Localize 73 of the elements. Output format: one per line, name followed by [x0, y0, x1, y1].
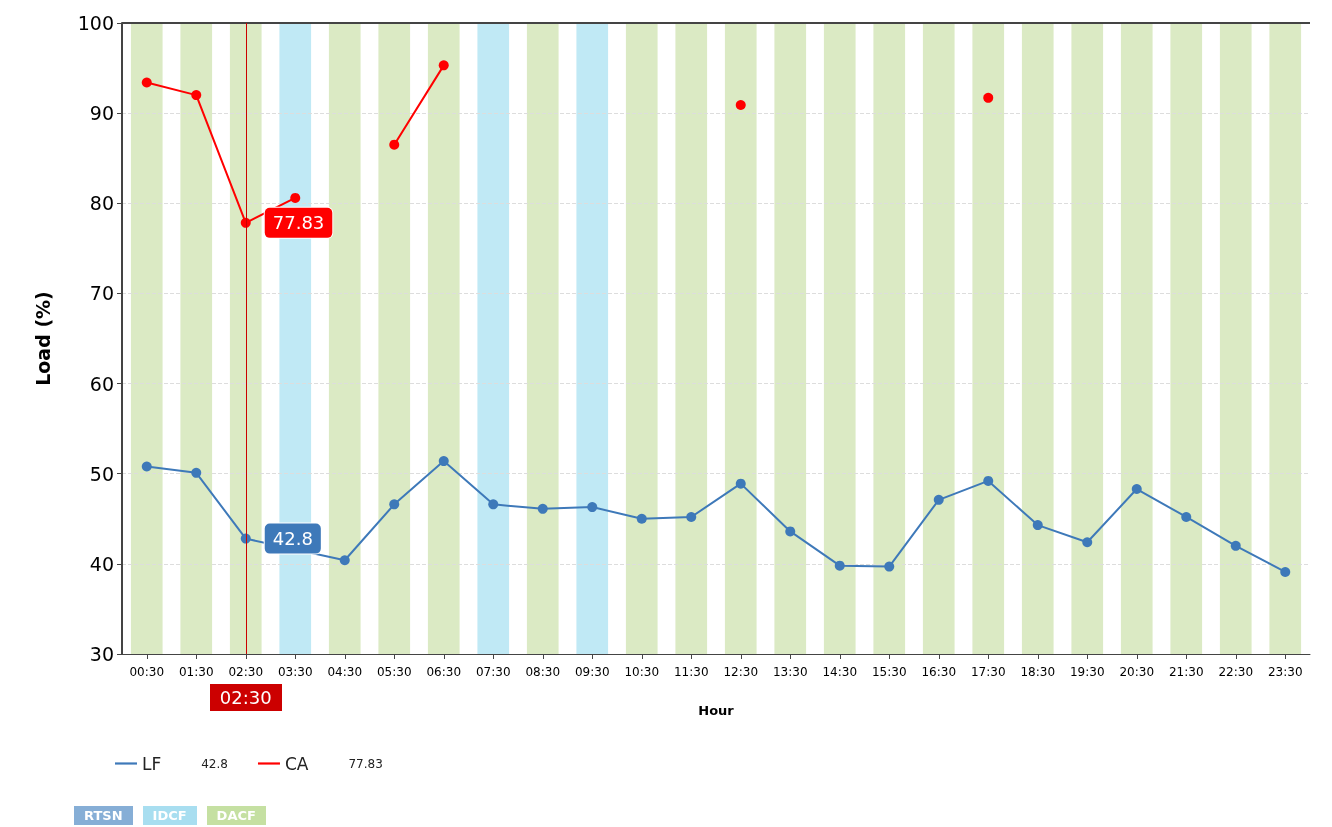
y-tick-label: 90: [89, 102, 114, 125]
x-tick-label: 04:30: [327, 665, 363, 679]
point: [537, 503, 548, 514]
point: [339, 555, 350, 566]
point: [191, 90, 202, 101]
point: [1280, 566, 1291, 577]
x-tick-label: 18:30: [1020, 665, 1056, 679]
point: [587, 502, 598, 513]
legend-label: LF: [142, 753, 162, 774]
x-tick-label: 10:30: [624, 665, 660, 679]
x-tick-label: 03:30: [277, 665, 313, 679]
text: RTSN: [74, 806, 133, 825]
point: [1082, 537, 1093, 548]
point: [389, 499, 400, 510]
x-tick-label: 13:30: [772, 665, 808, 679]
point: [785, 526, 796, 537]
y-axis-title: Load (%): [31, 291, 54, 386]
x-tick-label: 14:30: [822, 665, 858, 679]
point: [191, 467, 202, 478]
x-tick-label: 01:30: [178, 665, 214, 679]
point: [735, 478, 746, 489]
x-tick-label: 02:30: [228, 665, 264, 679]
point: [1181, 511, 1192, 522]
point: [438, 456, 449, 467]
text: DACF: [206, 806, 266, 825]
data-label: 77.83: [272, 212, 325, 234]
x-tick-label: 19:30: [1069, 665, 1105, 679]
x-axis-title: Hour: [698, 703, 735, 718]
point: [389, 139, 400, 150]
y-tick-label: 100: [77, 12, 114, 34]
point: [636, 513, 647, 524]
y-tick-label: 60: [89, 372, 114, 395]
point: [488, 499, 499, 510]
x-tick-label: 05:30: [376, 665, 412, 679]
y-tick-label: 30: [89, 643, 114, 665]
x-tick-label: 20:30: [1119, 665, 1155, 679]
point: [983, 475, 994, 486]
point: [1230, 540, 1241, 551]
x-tick-label: 15:30: [871, 665, 907, 679]
y-tick-label: 70: [89, 282, 114, 305]
point: [141, 77, 152, 88]
point: [1131, 484, 1142, 495]
text: 42.8: [201, 756, 228, 771]
y-tick-label: 80: [89, 192, 114, 215]
point: [1032, 520, 1043, 531]
point: [884, 561, 895, 572]
point: [983, 92, 994, 103]
point: [141, 461, 152, 472]
text: IDCF: [142, 806, 197, 825]
x-tick-label: 16:30: [921, 665, 957, 679]
x-tick-label: 23:30: [1267, 665, 1303, 679]
point: [735, 100, 746, 111]
y-tick-label: 40: [89, 552, 114, 575]
point: [438, 60, 449, 71]
text: 77.83: [348, 756, 383, 771]
x-tick-label: 21:30: [1168, 665, 1204, 679]
x-tick-label: 09:30: [574, 665, 610, 679]
x-tick-label: 07:30: [475, 665, 511, 679]
x-tick-label: 12:30: [723, 665, 759, 679]
x-tick-label: 06:30: [426, 665, 462, 679]
ref-line-label: 02:30: [209, 684, 282, 711]
x-tick-label: 11:30: [673, 665, 709, 679]
data-label: 42.8: [272, 528, 313, 550]
point: [290, 192, 301, 203]
point: [933, 494, 944, 505]
point: [834, 560, 845, 571]
x-tick-label: 00:30: [129, 665, 165, 679]
x-tick-label: 17:30: [970, 665, 1006, 679]
x-tick-label: 08:30: [525, 665, 561, 679]
legend-label: CA: [284, 753, 309, 774]
y-tick-label: 50: [89, 462, 114, 485]
point: [686, 511, 697, 522]
x-tick-label: 22:30: [1218, 665, 1254, 679]
